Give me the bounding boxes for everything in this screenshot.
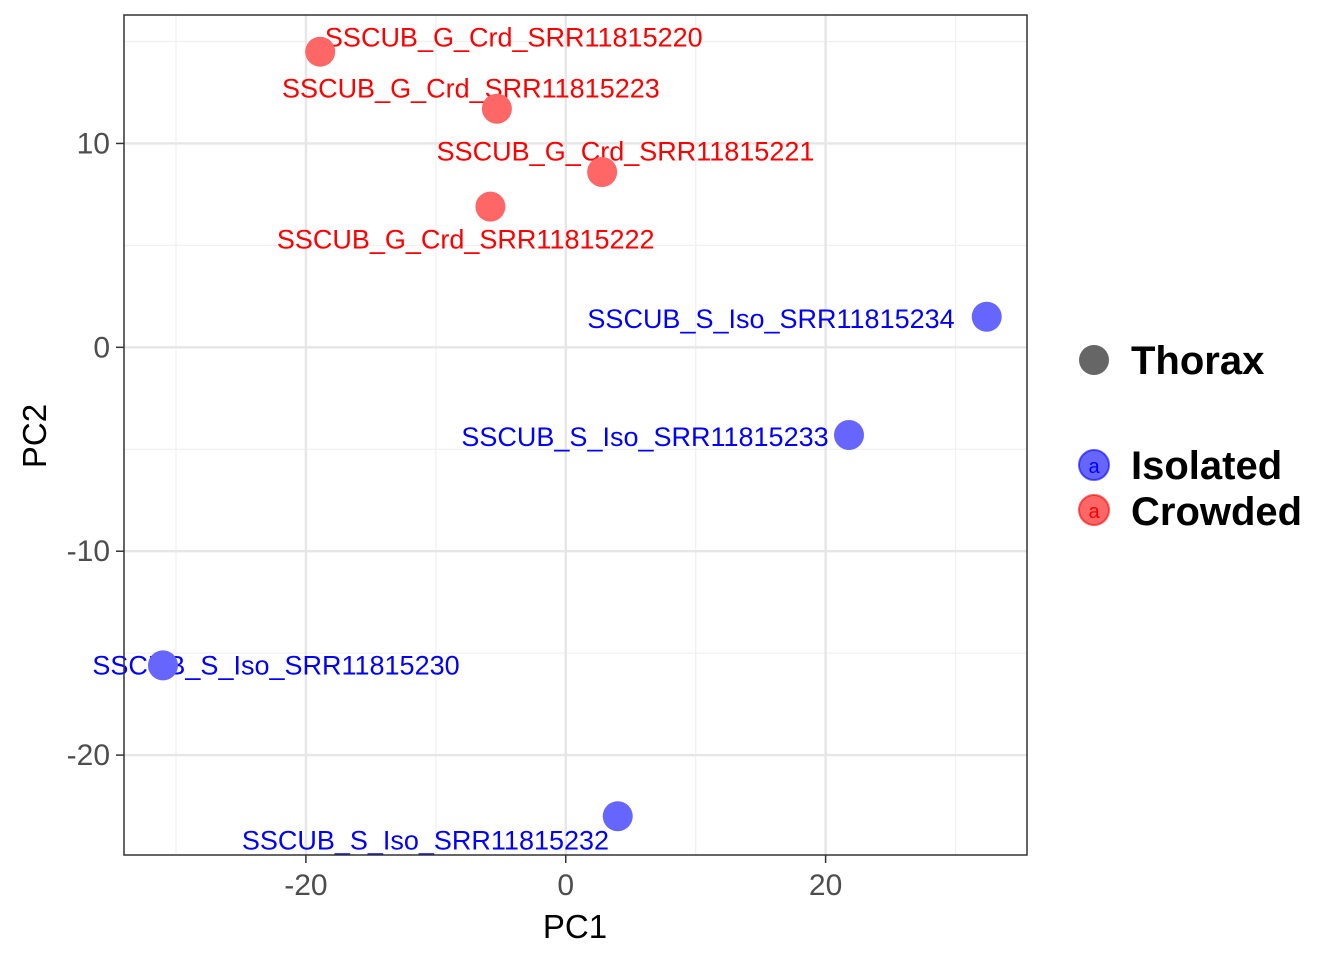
data-point — [147, 650, 178, 681]
legend-isolated-key-letter: a — [1088, 456, 1100, 478]
data-point-label: SSCUB_G_Crd_SRR11815223 — [282, 73, 660, 103]
data-point — [475, 191, 506, 222]
data-point-label: SSCUB_G_Crd_SRR11815222 — [277, 224, 655, 254]
data-point — [602, 801, 633, 832]
point-labels: SSCUB_G_Crd_SRR11815220 SSCUB_G_Crd_SRR11… — [92, 22, 954, 855]
data-point — [481, 93, 512, 124]
data-point — [305, 36, 336, 67]
y-tick-label: 0 — [93, 331, 110, 364]
data-point-label: SSCUB_G_Crd_SRR11815221 — [437, 137, 815, 167]
data-point-label: SSCUB_G_Crd_SRR11815220 — [325, 22, 703, 52]
data-point-label: SSCUB_S_Iso_SRR11815233 — [461, 422, 828, 452]
legend-thorax-key — [1079, 345, 1109, 375]
y-tick-label: -10 — [67, 535, 110, 568]
x-axis-ticks: -20 0 20 — [284, 855, 842, 902]
legend: Thorax a Isolated a Crowded — [1078, 339, 1302, 534]
y-tick-label: -20 — [67, 739, 110, 772]
y-tick-label: 10 — [77, 127, 110, 160]
legend-thorax-label: Thorax — [1131, 339, 1264, 383]
data-point-label: SSCUB_S_Iso_SRR11815234 — [587, 304, 954, 334]
x-axis-title: PC1 — [543, 908, 607, 945]
x-tick-label: -20 — [284, 869, 327, 902]
panel-border — [123, 14, 1028, 856]
grid-major — [124, 15, 1027, 855]
legend-isolated-key — [1078, 449, 1110, 481]
legend-isolated-label: Isolated — [1131, 444, 1282, 488]
x-tick-label: 20 — [809, 869, 842, 902]
x-tick-label: 0 — [557, 869, 574, 902]
data-point-label: SSCUB_S_Iso_SRR11815232 — [242, 826, 609, 856]
data-point — [833, 420, 864, 450]
data-point — [587, 156, 618, 187]
legend-crowded-key-letter: a — [1088, 501, 1100, 523]
grid-minor — [124, 15, 1027, 855]
legend-crowded-key — [1078, 494, 1110, 526]
data-point-label: SSCUB_S_Iso_SRR11815230 — [92, 650, 459, 680]
legend-crowded-label: Crowded — [1131, 490, 1302, 534]
data-point — [971, 301, 1002, 332]
y-axis-title: PC2 — [16, 404, 53, 468]
data-points — [147, 36, 1002, 832]
y-axis-ticks: -20 -10 0 10 — [67, 127, 124, 772]
